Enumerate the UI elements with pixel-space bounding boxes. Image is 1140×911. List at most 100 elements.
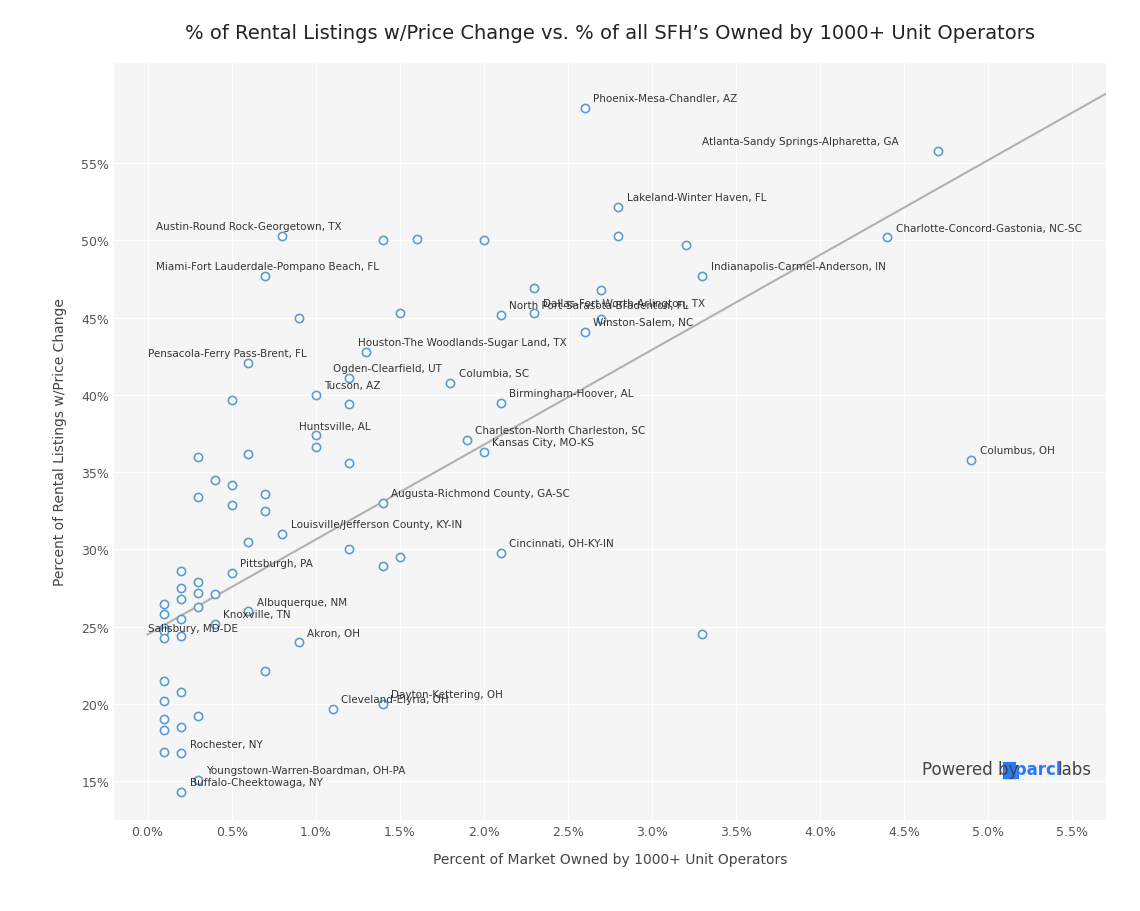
Text: North Port-Sarasota-Bradenton, FL: North Port-Sarasota-Bradenton, FL <box>510 301 689 311</box>
Point <box>239 356 258 371</box>
Point <box>239 535 258 549</box>
Point <box>205 473 223 487</box>
Text: Charlotte-Concord-Gastonia, NC-SC: Charlotte-Concord-Gastonia, NC-SC <box>896 223 1082 233</box>
Point <box>491 308 510 322</box>
Point <box>407 232 425 247</box>
Point <box>155 712 173 727</box>
Point <box>693 270 711 284</box>
Point <box>593 312 611 327</box>
Point <box>172 564 190 578</box>
Text: Cincinnati, OH-KY-IN: Cincinnati, OH-KY-IN <box>510 538 613 548</box>
Point <box>155 608 173 622</box>
Point <box>155 630 173 645</box>
Text: Kansas City, MO-KS: Kansas City, MO-KS <box>492 438 594 448</box>
Point <box>189 710 207 724</box>
Point <box>340 543 358 558</box>
Text: Rochester, NY: Rochester, NY <box>189 739 262 749</box>
X-axis label: Percent of Market Owned by 1000+ Unit Operators: Percent of Market Owned by 1000+ Unit Op… <box>433 852 787 865</box>
Point <box>222 497 241 512</box>
Text: Phoenix-Mesa-Chandler, AZ: Phoenix-Mesa-Chandler, AZ <box>593 94 738 104</box>
Text: Akron, OH: Akron, OH <box>308 628 360 638</box>
Point <box>155 674 173 689</box>
Text: Powered by: Powered by <box>922 761 1019 778</box>
Text: Pittsburgh, PA: Pittsburgh, PA <box>241 558 314 568</box>
Point <box>441 376 459 391</box>
Point <box>155 723 173 738</box>
Point <box>576 101 594 116</box>
Text: Buffalo-Cheektowaga, NY: Buffalo-Cheektowaga, NY <box>189 777 323 787</box>
Point <box>272 230 291 244</box>
Point <box>256 270 275 284</box>
Point <box>962 453 980 467</box>
Text: Dayton-Kettering, OH: Dayton-Kettering, OH <box>391 690 503 700</box>
Text: Houston-The Woodlands-Sugar Land, TX: Houston-The Woodlands-Sugar Land, TX <box>358 338 567 348</box>
Point <box>374 496 392 511</box>
Point <box>324 701 342 716</box>
Text: Cleveland-Elyria, OH: Cleveland-Elyria, OH <box>341 694 448 704</box>
Point <box>474 445 492 460</box>
Point <box>189 575 207 589</box>
Text: Huntsville, AL: Huntsville, AL <box>299 421 370 431</box>
Point <box>878 230 896 245</box>
Text: Columbus, OH: Columbus, OH <box>979 445 1054 456</box>
Text: Louisville/Jefferson County, KY-IN: Louisville/Jefferson County, KY-IN <box>291 520 462 530</box>
Point <box>307 441 325 456</box>
Point <box>172 581 190 596</box>
Point <box>676 239 694 253</box>
Point <box>155 624 173 639</box>
Point <box>272 527 291 542</box>
Point <box>458 433 477 447</box>
Point <box>340 372 358 386</box>
Point <box>189 599 207 614</box>
Point <box>693 628 711 642</box>
Point <box>526 281 544 296</box>
Point <box>491 546 510 560</box>
Text: Tucson, AZ: Tucson, AZ <box>324 381 381 391</box>
Point <box>374 697 392 711</box>
Text: Indianapolis-Carmel-Anderson, IN: Indianapolis-Carmel-Anderson, IN <box>710 262 886 272</box>
Point <box>593 283 611 298</box>
Point <box>189 773 207 787</box>
Point <box>290 635 308 650</box>
Text: Youngstown-Warren-Boardman, OH-PA: Youngstown-Warren-Boardman, OH-PA <box>206 765 406 775</box>
Point <box>340 397 358 412</box>
Point <box>155 744 173 759</box>
Point <box>172 746 190 761</box>
Point <box>609 200 627 215</box>
Point <box>491 396 510 411</box>
Point <box>340 456 358 471</box>
Y-axis label: Percent of Rental Listings w/Price Change: Percent of Rental Listings w/Price Chang… <box>54 298 67 586</box>
Point <box>189 586 207 600</box>
Text: Austin-Round Rock-Georgetown, TX: Austin-Round Rock-Georgetown, TX <box>156 222 342 232</box>
Point <box>256 487 275 502</box>
Point <box>290 311 308 325</box>
Point <box>172 720 190 734</box>
Text: Albuquerque, NM: Albuquerque, NM <box>256 597 347 607</box>
Text: Columbia, SC: Columbia, SC <box>458 369 529 379</box>
Point <box>222 477 241 492</box>
Point <box>172 612 190 627</box>
Point <box>576 325 594 340</box>
Point <box>307 388 325 403</box>
Text: Augusta-Richmond County, GA-SC: Augusta-Richmond County, GA-SC <box>391 489 570 499</box>
Point <box>391 306 409 321</box>
Point <box>222 566 241 580</box>
Point <box>172 785 190 800</box>
Text: Dallas-Fort Worth-Arlington, TX: Dallas-Fort Worth-Arlington, TX <box>543 299 705 309</box>
Text: Ogden-Clearfield, UT: Ogden-Clearfield, UT <box>333 364 441 374</box>
Text: labs: labs <box>1057 761 1091 778</box>
Title: % of Rental Listings w/Price Change vs. % of all SFH’s Owned by 1000+ Unit Opera: % of Rental Listings w/Price Change vs. … <box>185 24 1035 43</box>
Point <box>155 694 173 709</box>
Point <box>239 447 258 462</box>
Point <box>155 621 173 636</box>
Point <box>205 617 223 631</box>
Text: Lakeland-Winter Haven, FL: Lakeland-Winter Haven, FL <box>627 192 766 202</box>
Point <box>189 450 207 465</box>
Point <box>357 345 375 360</box>
Text: Pensacola-Ferry Pass-Brent, FL: Pensacola-Ferry Pass-Brent, FL <box>147 349 307 359</box>
Point <box>155 597 173 611</box>
Point <box>307 428 325 443</box>
Point <box>391 550 409 565</box>
Point <box>256 664 275 679</box>
Point <box>172 629 190 643</box>
